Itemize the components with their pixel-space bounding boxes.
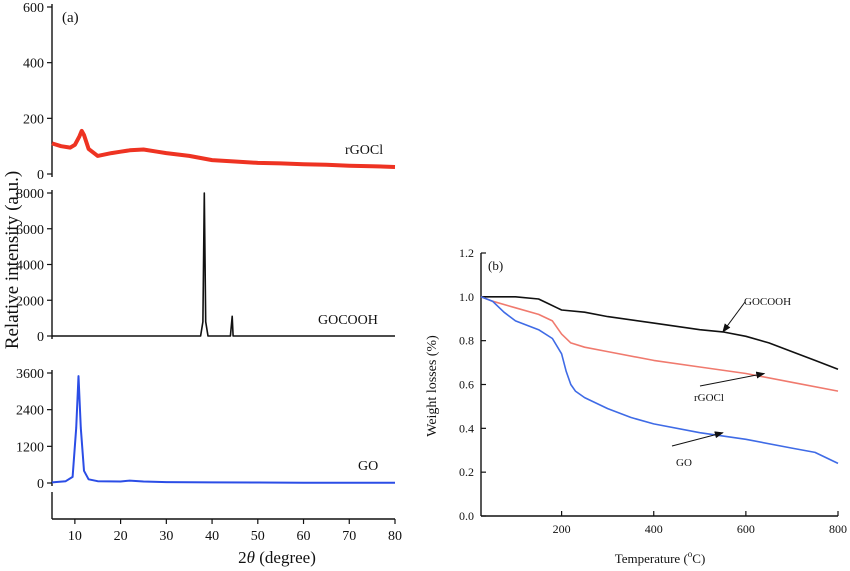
series-line-go (51, 375, 395, 484)
y-tick-label-b: 0.4 (459, 421, 474, 435)
series-label-gocooh: GOCOOH (318, 313, 378, 328)
y-tick-label-rgocl: 400 (23, 57, 44, 72)
panel-b-ylabel: Weight losses (%) (425, 335, 440, 437)
tga-line-rgocl (480, 296, 839, 392)
annotation-rgocl-text: rGOCl (694, 392, 724, 404)
x-tick-label-b: 400 (645, 522, 663, 536)
y-tick-label-gocooh: 4000 (16, 259, 44, 274)
series-line-gocooh (52, 192, 395, 337)
y-tick-label-b: 1.2 (459, 246, 474, 260)
x-tick-label-b: 200 (553, 522, 571, 536)
y-tick-label-gocooh: 6000 (16, 223, 44, 238)
subplot-go: GO 0 1200 2400 3600 (16, 367, 395, 492)
y-tick-label-gocooh: 0 (37, 330, 44, 345)
subplot-rgocl: rGOCl 0 200 400 600 (23, 1, 396, 183)
y-tick-label-rgocl: 0 (37, 168, 44, 183)
annotation-arrow-go (671, 431, 724, 447)
panel-b: (b) Weight losses (%) Temperature (oC) 0… (425, 246, 847, 566)
panel-a-xlabel: 2θ (degree) (238, 548, 316, 567)
y-tick-label-b: 0.0 (459, 509, 474, 523)
x-tick-label-a: 70 (342, 529, 356, 544)
y-tick-label-b: 0.6 (459, 378, 474, 392)
panel-b-xlabel: Temperature (oC) (615, 549, 706, 566)
y-tick-label-b: 1.0 (459, 290, 474, 304)
panel-b-plot: 0.0 0.2 0.4 0.6 0.8 1.0 1.2 200 400 600 800 (459, 246, 847, 536)
x-tick-label-a: 40 (205, 529, 219, 544)
y-tick-label-gocooh: 8000 (16, 187, 44, 202)
y-tick-label-b: 0.8 (459, 334, 474, 348)
panel-a-xlabel-theta: θ (247, 548, 255, 567)
annotation-arrow-rgocl (699, 371, 766, 387)
panel-b-xlabel-sup: o (688, 549, 693, 559)
x-tick-label-a: 50 (251, 529, 265, 544)
y-tick-label-b: 0.2 (459, 465, 474, 479)
y-tick-label-go: 0 (37, 477, 44, 492)
panel-b-xlabel-suffix: C) (692, 551, 705, 566)
series-label-go: GO (358, 459, 378, 474)
panel-b-xlabel-prefix: Temperature ( (615, 551, 688, 566)
series-label-rgocl: rGOCl (345, 143, 383, 158)
x-tick-label-b: 800 (829, 522, 847, 536)
x-tick-label-a: 80 (388, 529, 402, 544)
panel-a-label: (a) (62, 10, 79, 26)
y-tick-label-rgocl: 200 (23, 112, 44, 127)
annotation-arrow-gocooh (722, 301, 746, 333)
tga-line-go (480, 296, 839, 465)
x-tick-label-b: 600 (737, 522, 755, 536)
y-tick-label-go: 2400 (16, 404, 44, 419)
panel-a-x-axis: 10 20 30 40 50 60 70 80 (51, 492, 402, 544)
annotation-go-text: GO (676, 457, 692, 469)
tga-line-gocooh (481, 295, 839, 370)
x-tick-label-a: 20 (114, 529, 128, 544)
panel-b-label: (b) (488, 258, 503, 273)
y-tick-label-gocooh: 2000 (16, 294, 44, 309)
x-tick-label-a: 60 (297, 529, 311, 544)
panel-a-xlabel-prefix: 2 (238, 548, 247, 567)
y-tick-label-rgocl: 600 (23, 1, 44, 16)
subplot-gocooh: GOCOOH 0 2000 4000 6000 8000 (16, 187, 395, 345)
panel-a: (a) Relative intensity (a.u.) 2θ (degree… (2, 1, 402, 567)
annotation-gocooh-text: GOCOOH (744, 296, 791, 308)
panel-a-ylabel: Relative intensity (a.u.) (2, 171, 23, 349)
x-tick-label-a: 10 (68, 529, 82, 544)
y-tick-label-go: 3600 (16, 367, 44, 382)
series-line-rgocl (51, 128, 396, 169)
x-tick-label-a: 30 (159, 529, 173, 544)
y-tick-label-go: 1200 (16, 440, 44, 455)
panel-b-annotations: GOCOOH rGOCl GO (676, 296, 791, 469)
panel-a-xlabel-suffix: (degree) (255, 548, 316, 567)
